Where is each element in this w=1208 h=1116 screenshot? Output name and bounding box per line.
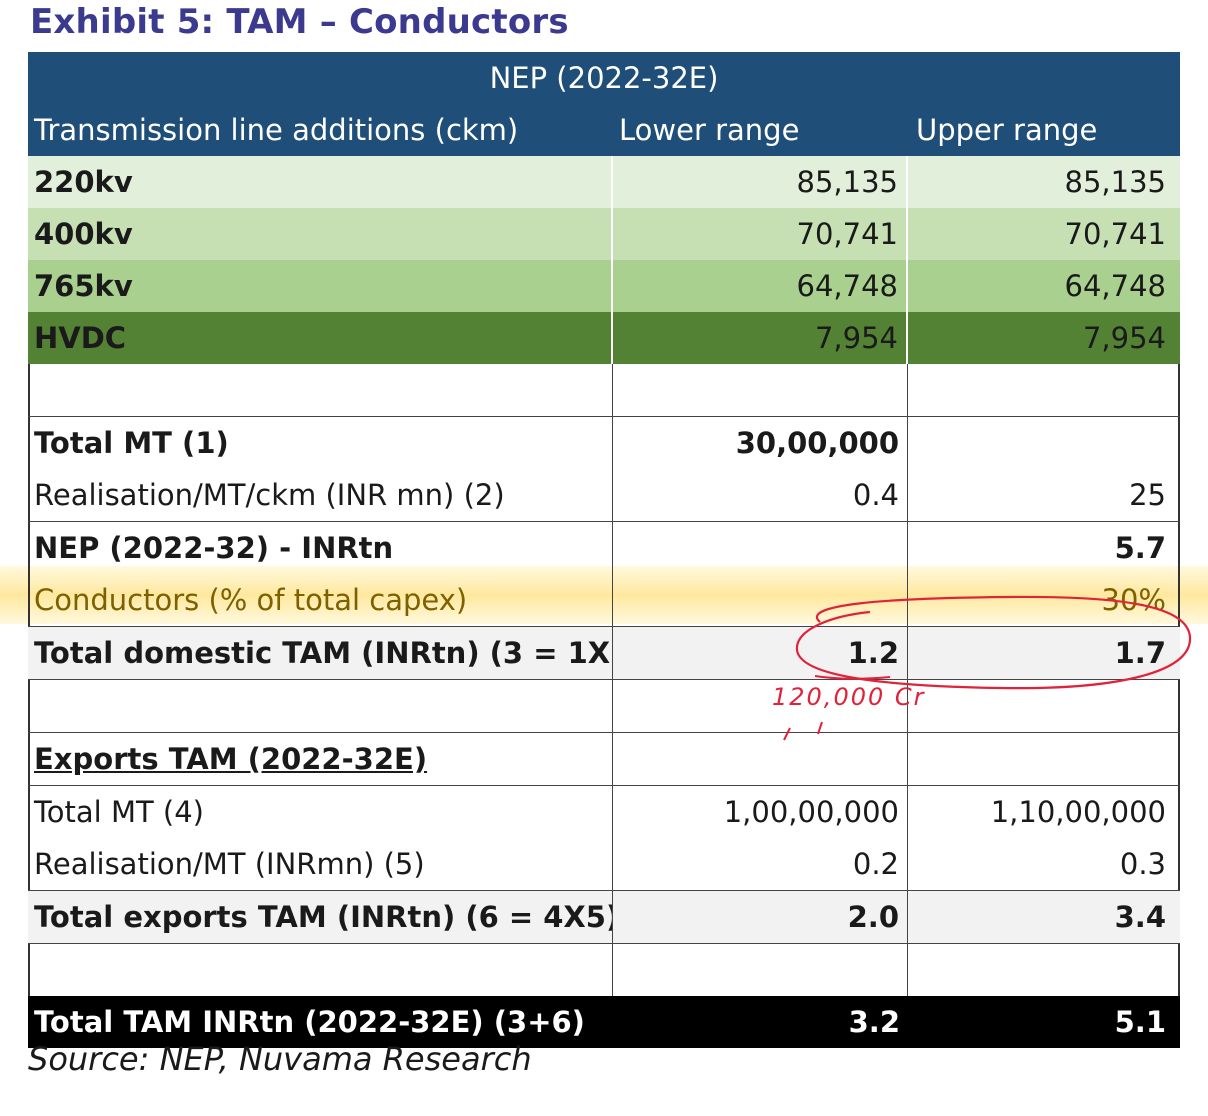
lower-value: 30,00,000	[613, 417, 908, 469]
table-row-765kv: 765kv 64,748 64,748	[28, 260, 1180, 312]
lower-value: 85,135	[613, 156, 908, 208]
upper-value: 30%	[1101, 583, 1166, 617]
upper-value: 64,748	[1064, 269, 1166, 303]
lower-value: 64,748	[613, 260, 908, 312]
lower-value	[613, 522, 908, 574]
table-row-nep-inrtn: NEP (2022-32) - INRtn 5.7	[28, 521, 1180, 574]
row-label: HVDC	[28, 312, 613, 364]
table-row-exports-heading: Exports TAM (2022-32E)	[28, 732, 1180, 785]
row-label: 220kv	[28, 156, 613, 208]
upper-value: 0.3	[1119, 847, 1166, 881]
header-row-columns: Transmission line additions (ckm) Lower …	[28, 104, 1180, 156]
table-row-conductors-share: Conductors (% of total capex) 30%	[28, 574, 1180, 626]
table-row-realisation: Realisation/MT/ckm (INR mn) (2) 0.4 25	[28, 469, 1180, 521]
table-row-400kv: 400kv 70,741 70,741	[28, 208, 1180, 260]
table-row-spacer	[28, 364, 1180, 416]
table-row-grand-total: Total TAM INRtn (2022-32E) (3+6) 3.2 5.1	[28, 996, 1180, 1048]
upper-value: 5.1	[1114, 1005, 1166, 1039]
lower-value: 2.0	[613, 891, 908, 943]
header-lower-range: Lower range	[619, 113, 800, 147]
header-line-additions: Transmission line additions (ckm)	[34, 113, 519, 147]
upper-value	[908, 417, 1180, 469]
table-row-domestic-tam: Total domestic TAM (INRtn) (3 = 1X2) 1.2…	[28, 626, 1180, 679]
row-label: 765kv	[28, 260, 613, 312]
row-label: Total MT (4)	[28, 786, 613, 838]
row-label: Realisation/MT (INRmn) (5)	[28, 838, 613, 890]
row-label: Total TAM INRtn (2022-32E) (3+6)	[34, 1005, 585, 1039]
row-label: Total exports TAM (INRtn) (6 = 4X5)	[28, 891, 613, 943]
table-row-spacer	[28, 943, 1180, 996]
header-row-period: NEP (2022-32E)	[28, 52, 1180, 104]
handwritten-note: 120,000 Cr	[772, 683, 926, 711]
row-label: Conductors (% of total capex)	[28, 574, 613, 626]
lower-value: 3.2	[848, 1005, 900, 1039]
lower-value: 1.2	[613, 627, 908, 679]
section-heading: Exports TAM (2022-32E)	[28, 733, 613, 785]
exhibit-title: Exhibit 5: TAM – Conductors	[30, 2, 569, 42]
table-row-hvdc: HVDC 7,954 7,954	[28, 312, 1180, 364]
row-label: NEP (2022-32) - INRtn	[28, 522, 613, 574]
row-label: Realisation/MT/ckm (INR mn) (2)	[28, 469, 613, 521]
upper-value: 1.7	[1114, 636, 1166, 670]
row-label: Total MT (1)	[28, 417, 613, 469]
table-row-spacer	[28, 679, 1180, 732]
upper-value: 70,741	[1064, 217, 1166, 251]
table-row-exports-tam: Total exports TAM (INRtn) (6 = 4X5) 2.0 …	[28, 890, 1180, 943]
row-label: 400kv	[28, 208, 613, 260]
lower-value: 1,00,00,000	[613, 786, 908, 838]
upper-value: 5.7	[1114, 531, 1166, 565]
table-row-exports-realisation: Realisation/MT (INRmn) (5) 0.2 0.3	[28, 838, 1180, 890]
lower-value: 7,954	[613, 312, 908, 364]
upper-value: 1,10,00,000	[990, 795, 1166, 829]
lower-value: 0.2	[613, 838, 908, 890]
header-period: NEP (2022-32E)	[489, 61, 719, 95]
table-row-total-mt: Total MT (1) 30,00,000	[28, 416, 1180, 469]
upper-value: 85,135	[1064, 165, 1166, 199]
lower-value	[613, 574, 908, 626]
row-label: Total domestic TAM (INRtn) (3 = 1X2)	[28, 627, 613, 679]
table-row-220kv: 220kv 85,135 85,135	[28, 156, 1180, 208]
tam-table: NEP (2022-32E) Transmission line additio…	[28, 52, 1180, 1048]
header-upper-range: Upper range	[916, 113, 1098, 147]
lower-value: 70,741	[613, 208, 908, 260]
source-note: Source: NEP, Nuvama Research	[28, 1040, 532, 1078]
upper-value: 25	[1129, 478, 1166, 512]
upper-value: 7,954	[1082, 321, 1166, 355]
lower-value: 0.4	[613, 469, 908, 521]
table-row-exports-total-mt: Total MT (4) 1,00,00,000 1,10,00,000	[28, 785, 1180, 838]
upper-value: 3.4	[1114, 900, 1166, 934]
